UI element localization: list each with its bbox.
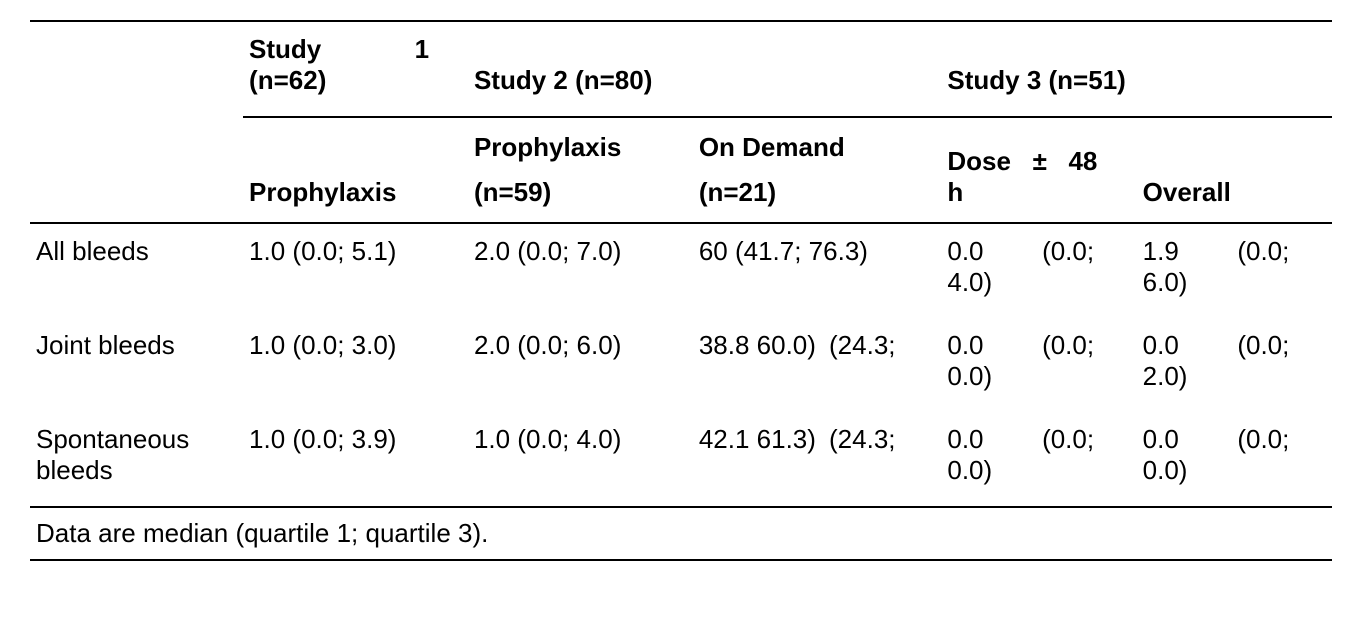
cell-study2-ondemand-b: (24.3;	[823, 318, 941, 412]
header-study3: Study 3 (n=51)	[941, 21, 1332, 117]
cell-study2-prophylaxis: 2.0 (0.0; 6.0)	[468, 318, 693, 412]
header-blank-2	[30, 117, 243, 223]
cell-study3-overall-b: (0.0;	[1231, 412, 1332, 507]
cell-study3-overall-a: 0.0 2.0)	[1137, 318, 1232, 412]
cell-study2-prophylaxis: 2.0 (0.0; 7.0)	[468, 223, 693, 318]
footnote-row: Data are median (quartile 1; quartile 3)…	[30, 507, 1332, 560]
table-row: Spontaneous bleeds 1.0 (0.0; 3.9) 1.0 (0…	[30, 412, 1332, 507]
subheader-study2-prophylaxis: Prophylaxis (n=59)	[468, 117, 693, 223]
cell-study3-dose-a: 0.0 0.0)	[941, 412, 1036, 507]
cell-study3-overall-a: 0.0 0.0)	[1137, 412, 1232, 507]
cell-study1: 1.0 (0.0; 3.0)	[243, 318, 468, 412]
subheader-study3-overall: Overall	[1137, 117, 1332, 223]
cell-study2-prophylaxis: 1.0 (0.0; 4.0)	[468, 412, 693, 507]
header-row-studies: Study 1 (n=62) Study 2 (n=80) Study 3 (n…	[30, 21, 1332, 117]
cell-study3-dose-a: 0.0 0.0)	[941, 318, 1036, 412]
row-label: All bleeds	[30, 223, 243, 318]
cell-study3-dose-b: (0.0;	[1036, 318, 1137, 412]
cell-study3-dose-b: (0.0;	[1036, 412, 1137, 507]
cell-study2-ondemand-b: (24.3;	[823, 412, 941, 507]
bleeds-table: Study 1 (n=62) Study 2 (n=80) Study 3 (n…	[30, 20, 1332, 561]
subheader-study2-ondemand: On Demand (n=21)	[693, 117, 942, 223]
table-row: Joint bleeds 1.0 (0.0; 3.0) 2.0 (0.0; 6.…	[30, 318, 1332, 412]
cell-study3-dose-a: 0.0 4.0)	[941, 223, 1036, 318]
cell-study3-dose-b: (0.0;	[1036, 223, 1137, 318]
cell-study3-overall-b: (0.0;	[1231, 223, 1332, 318]
row-label: Joint bleeds	[30, 318, 243, 412]
header-study1: Study 1 (n=62)	[243, 21, 468, 117]
table-row: All bleeds 1.0 (0.0; 5.1) 2.0 (0.0; 7.0)…	[30, 223, 1332, 318]
row-label: Spontaneous bleeds	[30, 412, 243, 507]
subheader-study3-dose: Dose ± 48 h	[941, 117, 1136, 223]
cell-study3-overall-b: (0.0;	[1231, 318, 1332, 412]
header-study2: Study 2 (n=80)	[468, 21, 941, 117]
cell-study2-ondemand-a: 42.1 61.3)	[693, 412, 823, 507]
cell-study1: 1.0 (0.0; 5.1)	[243, 223, 468, 318]
header-row-arms: Prophylaxis Prophylaxis (n=59) On Demand…	[30, 117, 1332, 223]
subheader-study1-prophylaxis: Prophylaxis	[243, 117, 468, 223]
cell-study2-ondemand-a: 38.8 60.0)	[693, 318, 823, 412]
header-blank	[30, 21, 243, 117]
cell-study1: 1.0 (0.0; 3.9)	[243, 412, 468, 507]
footnote-text: Data are median (quartile 1; quartile 3)…	[30, 507, 1332, 560]
cell-study2-ondemand: 60 (41.7; 76.3)	[693, 223, 942, 318]
cell-study3-overall-a: 1.9 6.0)	[1137, 223, 1232, 318]
